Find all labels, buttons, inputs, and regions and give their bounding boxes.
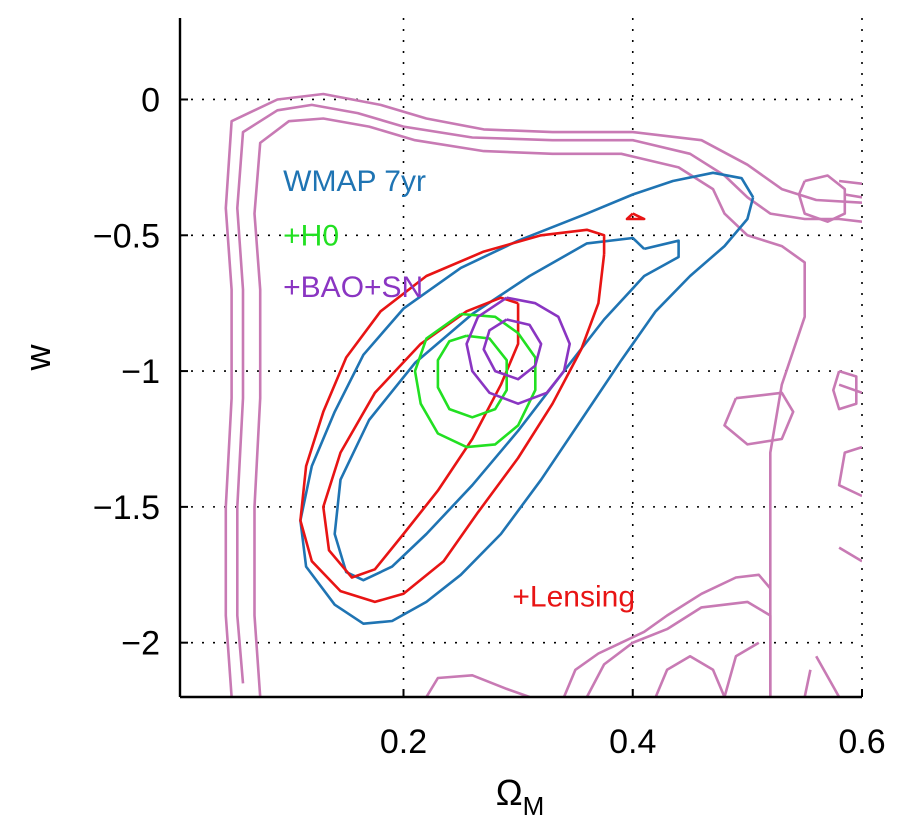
contour-line xyxy=(425,674,531,697)
contour-line xyxy=(236,103,862,684)
contour-line xyxy=(723,641,760,697)
x-tick-label: 0.2 xyxy=(380,723,427,761)
y-tick-label: −1 xyxy=(121,353,160,391)
contour-line xyxy=(436,334,508,419)
y-tick-label: −2 xyxy=(121,625,160,663)
contour-line xyxy=(838,383,862,395)
legend-entry: +Lensing xyxy=(512,581,635,614)
contour-line xyxy=(585,600,772,697)
contour-line xyxy=(299,171,755,625)
x-tick-label: 0.4 xyxy=(609,723,656,761)
legend-entry: +H0 xyxy=(283,219,339,252)
legend-entry: WMAP 7yr xyxy=(283,165,426,198)
contour-line xyxy=(253,117,806,697)
contour-line xyxy=(832,369,858,411)
contour-line xyxy=(224,92,862,697)
contour-line xyxy=(482,318,543,381)
x-axis-label-main: Ω xyxy=(496,772,523,813)
contour-line xyxy=(562,573,772,697)
x-tick-label: 0.6 xyxy=(838,723,885,761)
contour-line xyxy=(413,312,537,449)
contour-line xyxy=(654,655,726,697)
y-axis-label: w xyxy=(17,344,58,372)
contour-line xyxy=(797,174,847,223)
y-tick-label: −0.5 xyxy=(93,217,160,255)
contour-line xyxy=(299,228,606,604)
contour-line xyxy=(815,655,841,697)
contour-line xyxy=(838,179,862,185)
contour-layer xyxy=(224,92,862,697)
contour-line xyxy=(625,212,646,221)
contour-line xyxy=(844,193,862,199)
contour-line xyxy=(723,391,795,446)
contour-line xyxy=(803,669,812,697)
contour-line xyxy=(837,445,862,498)
tick-layer: 0.2 0.4 0.6 0 −0.5 −1 −1.5 −2 xyxy=(93,81,886,761)
y-tick-label: 0 xyxy=(141,81,160,119)
contour-line xyxy=(465,296,571,405)
contour-line xyxy=(333,236,680,582)
x-axis-label: ΩM xyxy=(496,772,545,821)
contour-line xyxy=(838,546,862,563)
y-tick-label: −1.5 xyxy=(93,489,160,527)
legend-entry: +BAO+SN xyxy=(283,271,423,304)
legend-layer: WMAP 7yr +H0 +BAO+SN +Lensing xyxy=(283,165,635,614)
x-axis-label-subscript: M xyxy=(523,791,545,821)
